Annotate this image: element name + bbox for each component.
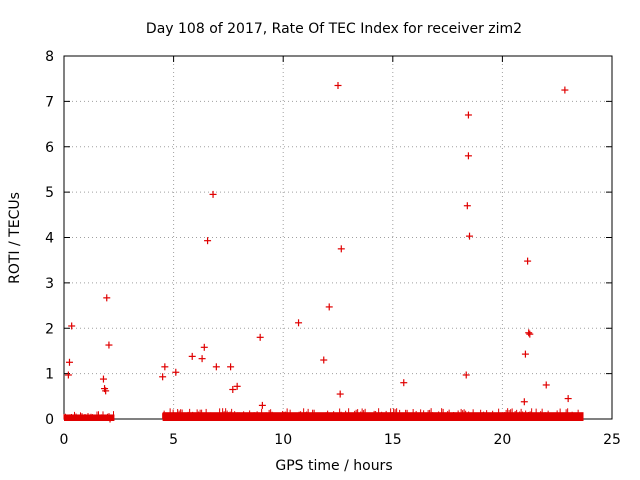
data-point <box>520 398 528 406</box>
x-tick-label: 20 <box>493 432 511 448</box>
y-tick-label: 3 <box>45 276 54 292</box>
data-point <box>463 202 471 210</box>
baseline-noise <box>63 408 584 421</box>
data-point <box>227 363 235 371</box>
data-point <box>526 330 534 338</box>
data-point <box>337 245 345 253</box>
y-tick-label: 2 <box>45 321 54 337</box>
data-point <box>200 343 208 351</box>
axis-ticks: 0 5 10 15 20 25 0 1 2 3 4 5 6 7 8 <box>45 49 621 448</box>
data-point <box>209 190 217 198</box>
data-point <box>524 257 532 265</box>
data-points <box>64 81 572 423</box>
data-point <box>542 381 550 389</box>
data-point <box>521 350 529 358</box>
data-point <box>233 382 241 390</box>
data-point <box>229 386 237 394</box>
grid-lines <box>64 56 612 419</box>
data-point <box>105 341 113 349</box>
data-point <box>466 232 474 240</box>
chart-title: Day 108 of 2017, Rate Of TEC Index for r… <box>146 21 522 37</box>
data-point <box>258 401 266 409</box>
data-point <box>102 387 110 395</box>
y-tick-label: 7 <box>45 94 54 110</box>
data-point <box>204 237 212 245</box>
data-point <box>320 356 328 364</box>
data-point <box>400 379 408 387</box>
data-point <box>336 390 344 398</box>
data-point <box>464 152 472 160</box>
data-point <box>334 81 342 89</box>
data-point <box>65 358 73 366</box>
data-point <box>188 352 196 360</box>
data-point <box>161 363 169 371</box>
data-point <box>561 86 569 94</box>
x-tick-label: 0 <box>60 432 69 448</box>
data-point <box>462 371 470 379</box>
data-point <box>325 303 333 311</box>
y-tick-label: 6 <box>45 140 54 156</box>
data-point <box>159 373 167 381</box>
y-tick-label: 1 <box>45 367 54 383</box>
x-tick-label: 5 <box>169 432 178 448</box>
x-tick-label: 10 <box>274 432 292 448</box>
data-point <box>172 368 180 376</box>
data-point <box>198 355 206 363</box>
x-axis-label: GPS time / hours <box>275 458 392 474</box>
x-tick-label: 25 <box>603 432 621 448</box>
y-tick-label: 8 <box>45 49 54 65</box>
x-tick-label: 15 <box>384 432 402 448</box>
data-point <box>256 333 264 341</box>
data-point <box>103 294 111 302</box>
data-point <box>564 395 572 403</box>
data-point <box>212 363 220 371</box>
data-point <box>464 111 472 119</box>
data-point <box>68 322 76 330</box>
y-tick-label: 0 <box>45 412 54 428</box>
plot-frame <box>63 55 613 420</box>
data-point <box>99 375 107 383</box>
y-axis-label: ROTI / TECUs <box>7 192 23 284</box>
data-point <box>295 319 303 327</box>
y-tick-label: 4 <box>45 231 54 247</box>
y-tick-label: 5 <box>45 185 54 201</box>
data-point <box>64 371 72 379</box>
data-point <box>106 415 114 423</box>
data-point <box>525 329 533 337</box>
